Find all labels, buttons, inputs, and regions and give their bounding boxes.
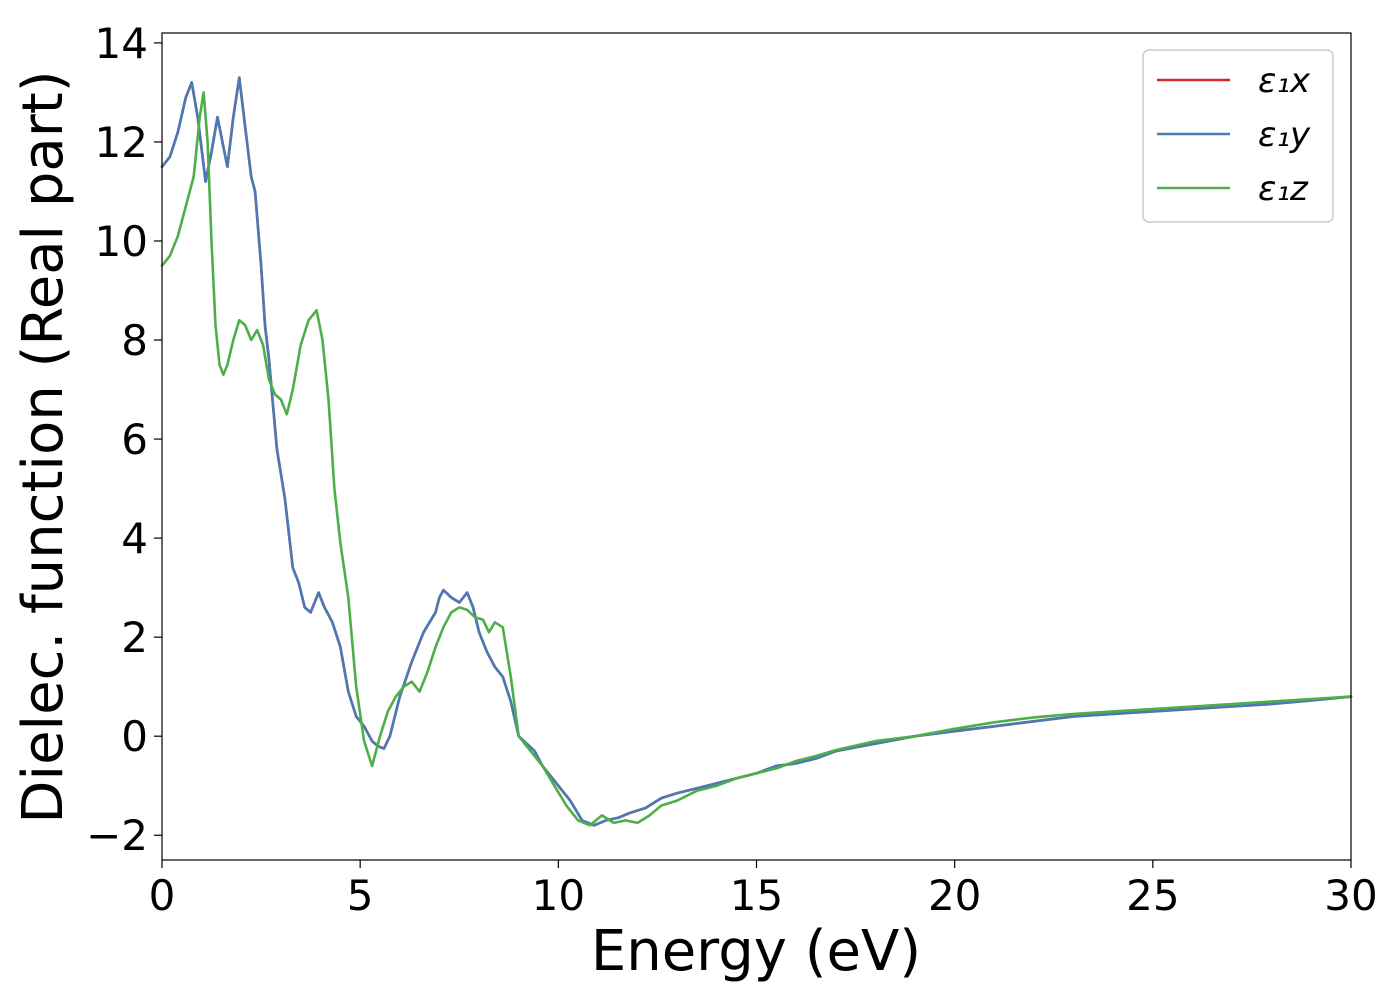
legend-label: ε₁y <box>1258 115 1311 155</box>
x-axis-ticks: 0 5 10 15 20 25 30 <box>149 860 1378 920</box>
legend-box <box>1142 49 1334 223</box>
x-tick-label: 30 <box>1324 871 1377 920</box>
x-tick-label: 10 <box>532 871 585 920</box>
series-line-2 <box>160 91 1353 827</box>
y-tick-label: 6 <box>121 415 148 464</box>
x-tick-label: 5 <box>347 871 374 920</box>
y-axis-ticks: −2 0 2 4 6 8 10 12 14 <box>86 19 162 860</box>
y-tick-label: 4 <box>121 514 148 563</box>
x-tick-label: 0 <box>149 871 176 920</box>
legend-label: ε₁z <box>1258 169 1309 209</box>
series-line-1 <box>160 76 1353 827</box>
legend: ε₁x ε₁y ε₁z <box>1142 49 1334 223</box>
y-tick-label: −2 <box>86 811 148 860</box>
x-tick-label: 20 <box>928 871 981 920</box>
y-tick-label: 12 <box>95 118 148 167</box>
x-tick-label: 15 <box>730 871 783 920</box>
legend-label: ε₁x <box>1258 61 1311 101</box>
y-tick-label: 14 <box>95 19 148 68</box>
y-tick-label: 2 <box>121 613 148 662</box>
y-tick-label: 10 <box>95 217 148 266</box>
x-tick-label: 25 <box>1126 871 1179 920</box>
y-axis-title: Dielec. function (Real part) <box>11 70 76 823</box>
y-tick-label: 0 <box>121 712 148 761</box>
y-tick-label: 8 <box>121 316 148 365</box>
series-lines <box>160 76 1353 827</box>
x-axis-title: Energy (eV) <box>591 919 921 984</box>
